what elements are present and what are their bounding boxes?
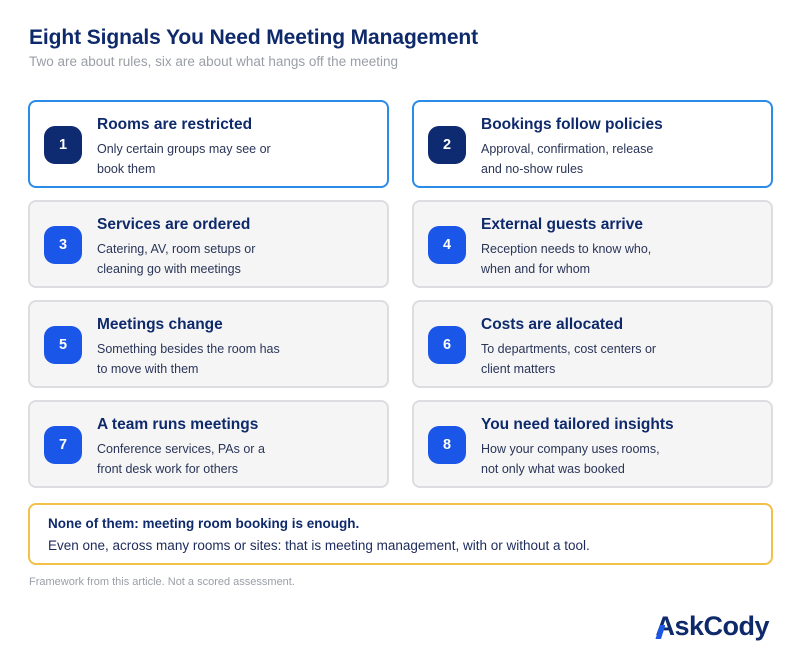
signal-title: You need tailored insights [481, 416, 674, 433]
signal-description: How your company uses rooms, not only wh… [481, 442, 660, 476]
signal-number-badge: 1 [44, 126, 82, 164]
signal-description: Only certain groups may see or book them [97, 142, 271, 176]
signal-card-5: 5 Meetings change Something besides the … [28, 300, 389, 388]
signal-description: Catering, AV, room setups or cleaning go… [97, 242, 256, 276]
signal-number-badge: 8 [428, 426, 466, 464]
signal-title: External guests arrive [481, 216, 643, 233]
signal-description: Reception needs to know who, when and fo… [481, 242, 652, 276]
conclusion-callout: None of them: meeting room booking is en… [28, 503, 773, 565]
signal-title: Services are ordered [97, 216, 251, 233]
signal-number-badge: 7 [44, 426, 82, 464]
signal-card-1: 1 Rooms are restricted Only certain grou… [28, 100, 389, 188]
signal-card-7: 7 A team runs meetings Conference servic… [28, 400, 389, 488]
signal-number-badge: 6 [428, 326, 466, 364]
footnote: Framework from this article. Not a score… [29, 576, 295, 588]
logo-text: AskCody [655, 611, 769, 641]
page-title: Eight Signals You Need Meeting Managemen… [29, 26, 479, 49]
askcody-logo: AskCody [655, 611, 769, 642]
signal-card-3: 3 Services are ordered Catering, AV, roo… [28, 200, 389, 288]
signal-title: Meetings change [97, 316, 223, 333]
signal-number-badge: 2 [428, 126, 466, 164]
signal-title: Costs are allocated [481, 316, 624, 333]
signal-card-6: 6 Costs are allocated To departments, co… [412, 300, 773, 388]
signal-title: Bookings follow policies [481, 116, 663, 133]
page-subtitle: Two are about rules, six are about what … [29, 54, 398, 69]
callout-title: None of them: meeting room booking is en… [48, 516, 360, 531]
signal-title: Rooms are restricted [97, 116, 253, 133]
signal-description: To departments, cost centers or client m… [481, 342, 657, 376]
signal-number-badge: 3 [44, 226, 82, 264]
signal-card-4: 4 External guests arrive Reception needs… [412, 200, 773, 288]
signal-description: Something besides the room has to move w… [97, 342, 280, 376]
signal-number-badge: 5 [44, 326, 82, 364]
signal-description: Conference services, PAs or a front desk… [97, 442, 265, 476]
signal-description: Approval, confirmation, release and no-s… [481, 142, 654, 176]
signal-card-2: 2 Bookings follow policies Approval, con… [412, 100, 773, 188]
signal-number-badge: 4 [428, 226, 466, 264]
callout-text: Even one, across many rooms or sites: th… [48, 538, 590, 553]
signal-card-8: 8 You need tailored insights How your co… [412, 400, 773, 488]
signal-title: A team runs meetings [97, 416, 259, 433]
